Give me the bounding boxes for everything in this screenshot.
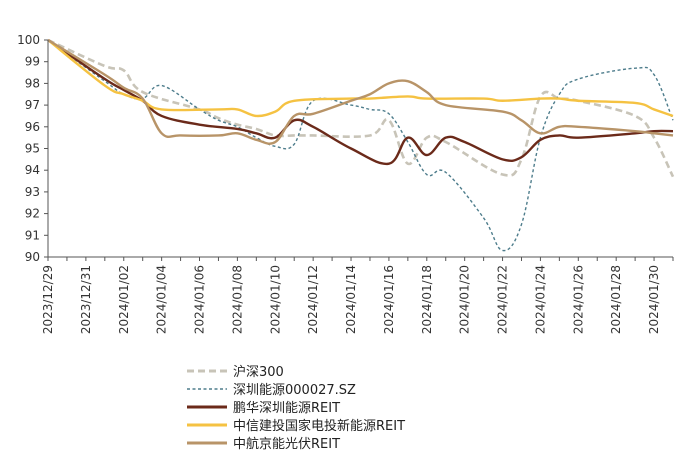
series-line-1 — [47, 39, 674, 252]
x-tick-label-14: 2024/01/26 — [571, 265, 585, 334]
legend-label-4: 中航京能光伏REIT — [233, 436, 340, 452]
legend: 沪深300 深圳能源000027.SZ 鹏华深圳能源REIT 中信建投国家电投新能源R… — [187, 364, 405, 452]
y-tick-label-90: 90 — [25, 250, 40, 264]
legend-label-2: 鹏华深圳能源REIT — [233, 401, 340, 416]
y-tick-label-96: 96 — [25, 120, 40, 134]
legend-label-1: 深圳能源000027.SZ — [233, 383, 356, 398]
x-tick-label-7: 2024/01/12 — [306, 265, 320, 334]
x-tick-label-8: 2024/01/14 — [344, 265, 358, 334]
x-tick-label-9: 2024/01/16 — [382, 265, 396, 334]
x-tick-label-13: 2024/01/24 — [533, 265, 547, 334]
y-tick-label-92: 92 — [25, 207, 40, 221]
x-tick-label-11: 2024/01/20 — [458, 265, 472, 334]
legend-label-0: 沪深300 — [233, 364, 284, 380]
x-tick-label-1: 2023/12/31 — [79, 265, 93, 334]
y-tick-label-91: 91 — [25, 228, 40, 242]
x-tick-label-15: 2024/01/28 — [609, 265, 623, 334]
x-tick-label-12: 2024/01/22 — [496, 265, 510, 334]
x-tick-label-2: 2024/01/02 — [117, 265, 131, 334]
series-line-4 — [47, 38, 674, 145]
y-tick-label-95: 95 — [25, 142, 40, 156]
series-line-0 — [47, 38, 675, 178]
x-tick-label-3: 2024/01/04 — [155, 265, 169, 334]
y-tick-label-100: 100 — [17, 33, 40, 47]
y-tick-label-94: 94 — [25, 163, 40, 177]
x-tick-label-6: 2024/01/10 — [268, 265, 282, 334]
series-line-2 — [47, 39, 674, 166]
plot-lines — [47, 38, 675, 252]
x-tick-label-0: 2023/12/29 — [41, 265, 55, 334]
x-tick-label-5: 2024/01/08 — [230, 265, 244, 334]
x-tick-label-16: 2024/01/30 — [647, 265, 661, 334]
y-tick-label-99: 99 — [25, 55, 40, 69]
x-tick-label-4: 2024/01/06 — [193, 265, 207, 334]
y-tick-label-93: 93 — [25, 185, 40, 199]
y-tick-label-97: 97 — [25, 98, 40, 112]
x-tick-label-10: 2024/01/18 — [420, 265, 434, 334]
legend-label-3: 中信建投国家电投新能源REIT — [233, 418, 405, 434]
series-line-3 — [47, 39, 674, 118]
axes: 90 91 92 93 94 95 96 97 98 99 100 2023/12/29 2023/12… — [17, 33, 674, 334]
y-tick-label-98: 98 — [25, 76, 40, 90]
